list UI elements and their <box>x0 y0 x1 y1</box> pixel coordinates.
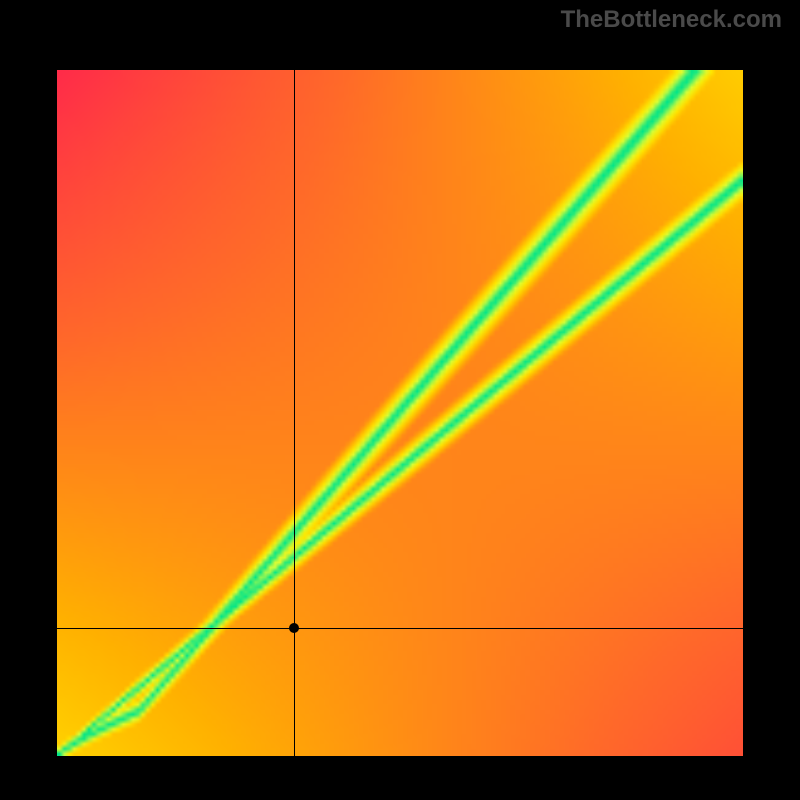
heatmap-canvas-holder <box>57 70 743 756</box>
crosshair-vertical <box>294 70 295 756</box>
crosshair-horizontal <box>57 628 743 629</box>
heatmap-canvas <box>57 70 743 756</box>
plot-area <box>22 35 778 791</box>
attribution-text: TheBottleneck.com <box>561 6 782 34</box>
chart-wrapper: { "attribution": "TheBottleneck.com", "b… <box>0 0 800 800</box>
